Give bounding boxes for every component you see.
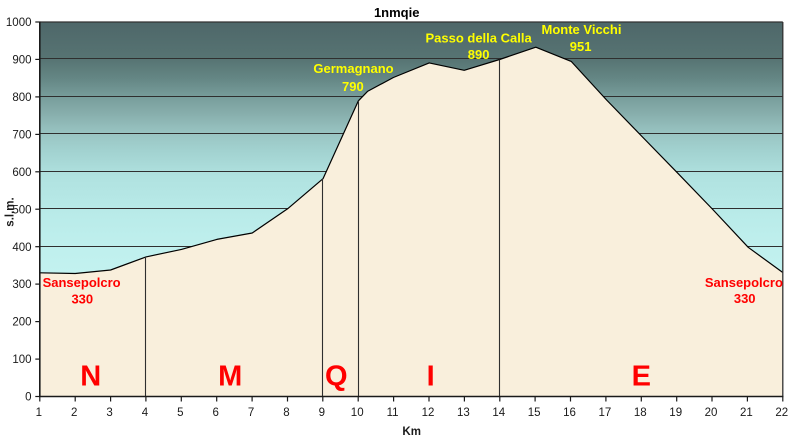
svg-text:400: 400 — [12, 242, 31, 254]
svg-text:21: 21 — [740, 407, 753, 419]
svg-text:890: 890 — [468, 47, 490, 62]
svg-text:12: 12 — [422, 407, 435, 419]
svg-text:Monte Vicchi: Monte Vicchi — [542, 22, 622, 37]
svg-text:20: 20 — [705, 407, 718, 419]
svg-text:1: 1 — [36, 407, 42, 419]
svg-text:13: 13 — [457, 407, 470, 419]
svg-text:9: 9 — [319, 407, 325, 419]
svg-text:8: 8 — [283, 407, 289, 419]
svg-text:Sansepolcro: Sansepolcro — [43, 275, 121, 290]
svg-text:N: N — [80, 361, 101, 393]
svg-text:2: 2 — [71, 407, 77, 419]
svg-text:s.l.m.: s.l.m. — [5, 197, 17, 226]
svg-text:16: 16 — [563, 407, 576, 419]
svg-text:790: 790 — [342, 79, 364, 94]
svg-text:330: 330 — [734, 291, 756, 306]
svg-text:800: 800 — [12, 92, 31, 104]
svg-text:200: 200 — [12, 317, 31, 329]
svg-text:I: I — [427, 361, 435, 393]
svg-text:300: 300 — [12, 279, 31, 291]
svg-text:330: 330 — [71, 292, 93, 307]
svg-text:1000: 1000 — [6, 17, 32, 29]
svg-text:600: 600 — [12, 167, 31, 179]
svg-text:18: 18 — [634, 407, 647, 419]
svg-text:11: 11 — [387, 407, 399, 419]
svg-text:3: 3 — [106, 407, 112, 419]
svg-text:6: 6 — [212, 407, 218, 419]
svg-text:M: M — [218, 361, 242, 393]
svg-text:10: 10 — [351, 407, 364, 419]
svg-text:1nmqie: 1nmqie — [374, 5, 420, 20]
svg-text:Germagnano: Germagnano — [313, 61, 393, 76]
svg-text:Passo della Calla: Passo della Calla — [425, 31, 532, 46]
svg-text:22: 22 — [775, 407, 788, 419]
svg-text:700: 700 — [12, 130, 31, 142]
svg-text:15: 15 — [528, 407, 541, 419]
svg-text:7: 7 — [248, 407, 254, 419]
svg-text:14: 14 — [492, 407, 505, 419]
svg-text:Km: Km — [402, 426, 421, 438]
svg-text:951: 951 — [570, 39, 592, 54]
svg-text:19: 19 — [669, 407, 682, 419]
svg-text:900: 900 — [12, 55, 31, 67]
svg-text:Q: Q — [325, 361, 348, 393]
svg-text:4: 4 — [142, 407, 149, 419]
svg-text:100: 100 — [12, 354, 31, 366]
svg-text:Sansepolcro: Sansepolcro — [705, 275, 783, 290]
svg-text:500: 500 — [12, 204, 31, 216]
svg-text:5: 5 — [177, 407, 183, 419]
svg-text:0: 0 — [25, 392, 31, 404]
svg-text:E: E — [632, 361, 651, 393]
svg-text:17: 17 — [599, 407, 612, 419]
